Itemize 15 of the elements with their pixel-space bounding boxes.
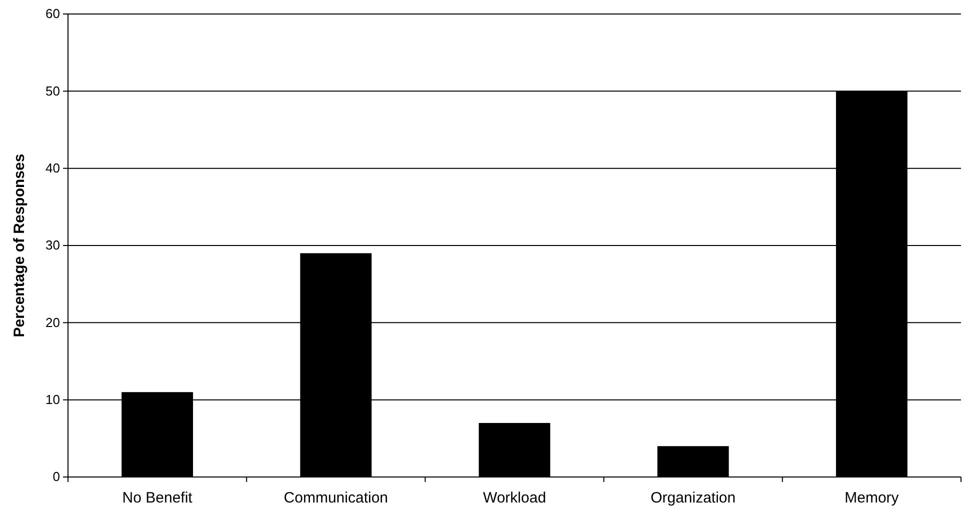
y-axis-title: Percentage of Responses: [11, 154, 28, 338]
y-tick-label: 60: [46, 6, 60, 22]
x-tick-label: Memory: [844, 490, 900, 506]
y-tick-label: 0: [52, 469, 60, 484]
x-tick-label: Organization: [650, 490, 736, 506]
y-tick-label: 10: [46, 392, 60, 407]
x-tick-label: No Benefit: [122, 490, 194, 506]
y-tick-label: 30: [46, 238, 60, 253]
x-tick-label: Workload: [482, 490, 546, 506]
y-tick-label: 20: [46, 314, 60, 330]
bar: [478, 422, 550, 477]
y-tick-label: 40: [46, 160, 60, 176]
x-tick-label: Communication: [284, 490, 388, 506]
y-tick-label: 50: [46, 83, 60, 98]
bar: [657, 446, 729, 477]
